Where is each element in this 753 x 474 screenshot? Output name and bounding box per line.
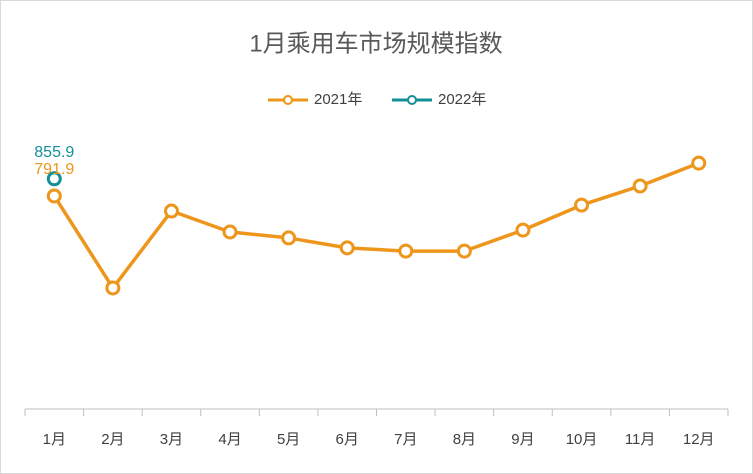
data-point [339,240,355,256]
data-point [632,178,648,194]
legend-label: 2022年 [438,91,486,108]
data-point [105,280,121,296]
data-point [691,155,707,171]
legend-marker [407,95,417,105]
data-point [46,188,62,204]
legend-label: 2021年 [314,91,362,108]
data-point [456,243,472,259]
x-tick-label: 6月 [336,431,359,448]
data-label: 791.9 [34,161,74,178]
x-tick-label: 7月 [394,431,417,448]
x-tick-label: 8月 [453,431,476,448]
x-tick-label: 4月 [218,431,241,448]
x-tick-label: 2月 [101,431,124,448]
data-point [281,230,297,246]
data-point [398,243,414,259]
series-line [52,161,700,290]
legend-marker [283,95,293,105]
x-tick-label: 10月 [566,431,598,448]
chart-title: 1月乘用车市场规模指数 [249,30,502,57]
data-point [163,203,179,219]
data-point [515,222,531,238]
x-tick-label: 9月 [511,431,534,448]
x-tick-label: 1月 [43,431,66,448]
data-point [574,197,590,213]
x-tick-label: 12月 [683,431,715,448]
x-tick-label: 5月 [277,431,300,448]
data-point [222,224,238,240]
data-label: 855.9 [34,144,74,161]
x-tick-label: 3月 [160,431,183,448]
data-point [46,171,62,187]
x-tick-label: 11月 [625,431,656,448]
